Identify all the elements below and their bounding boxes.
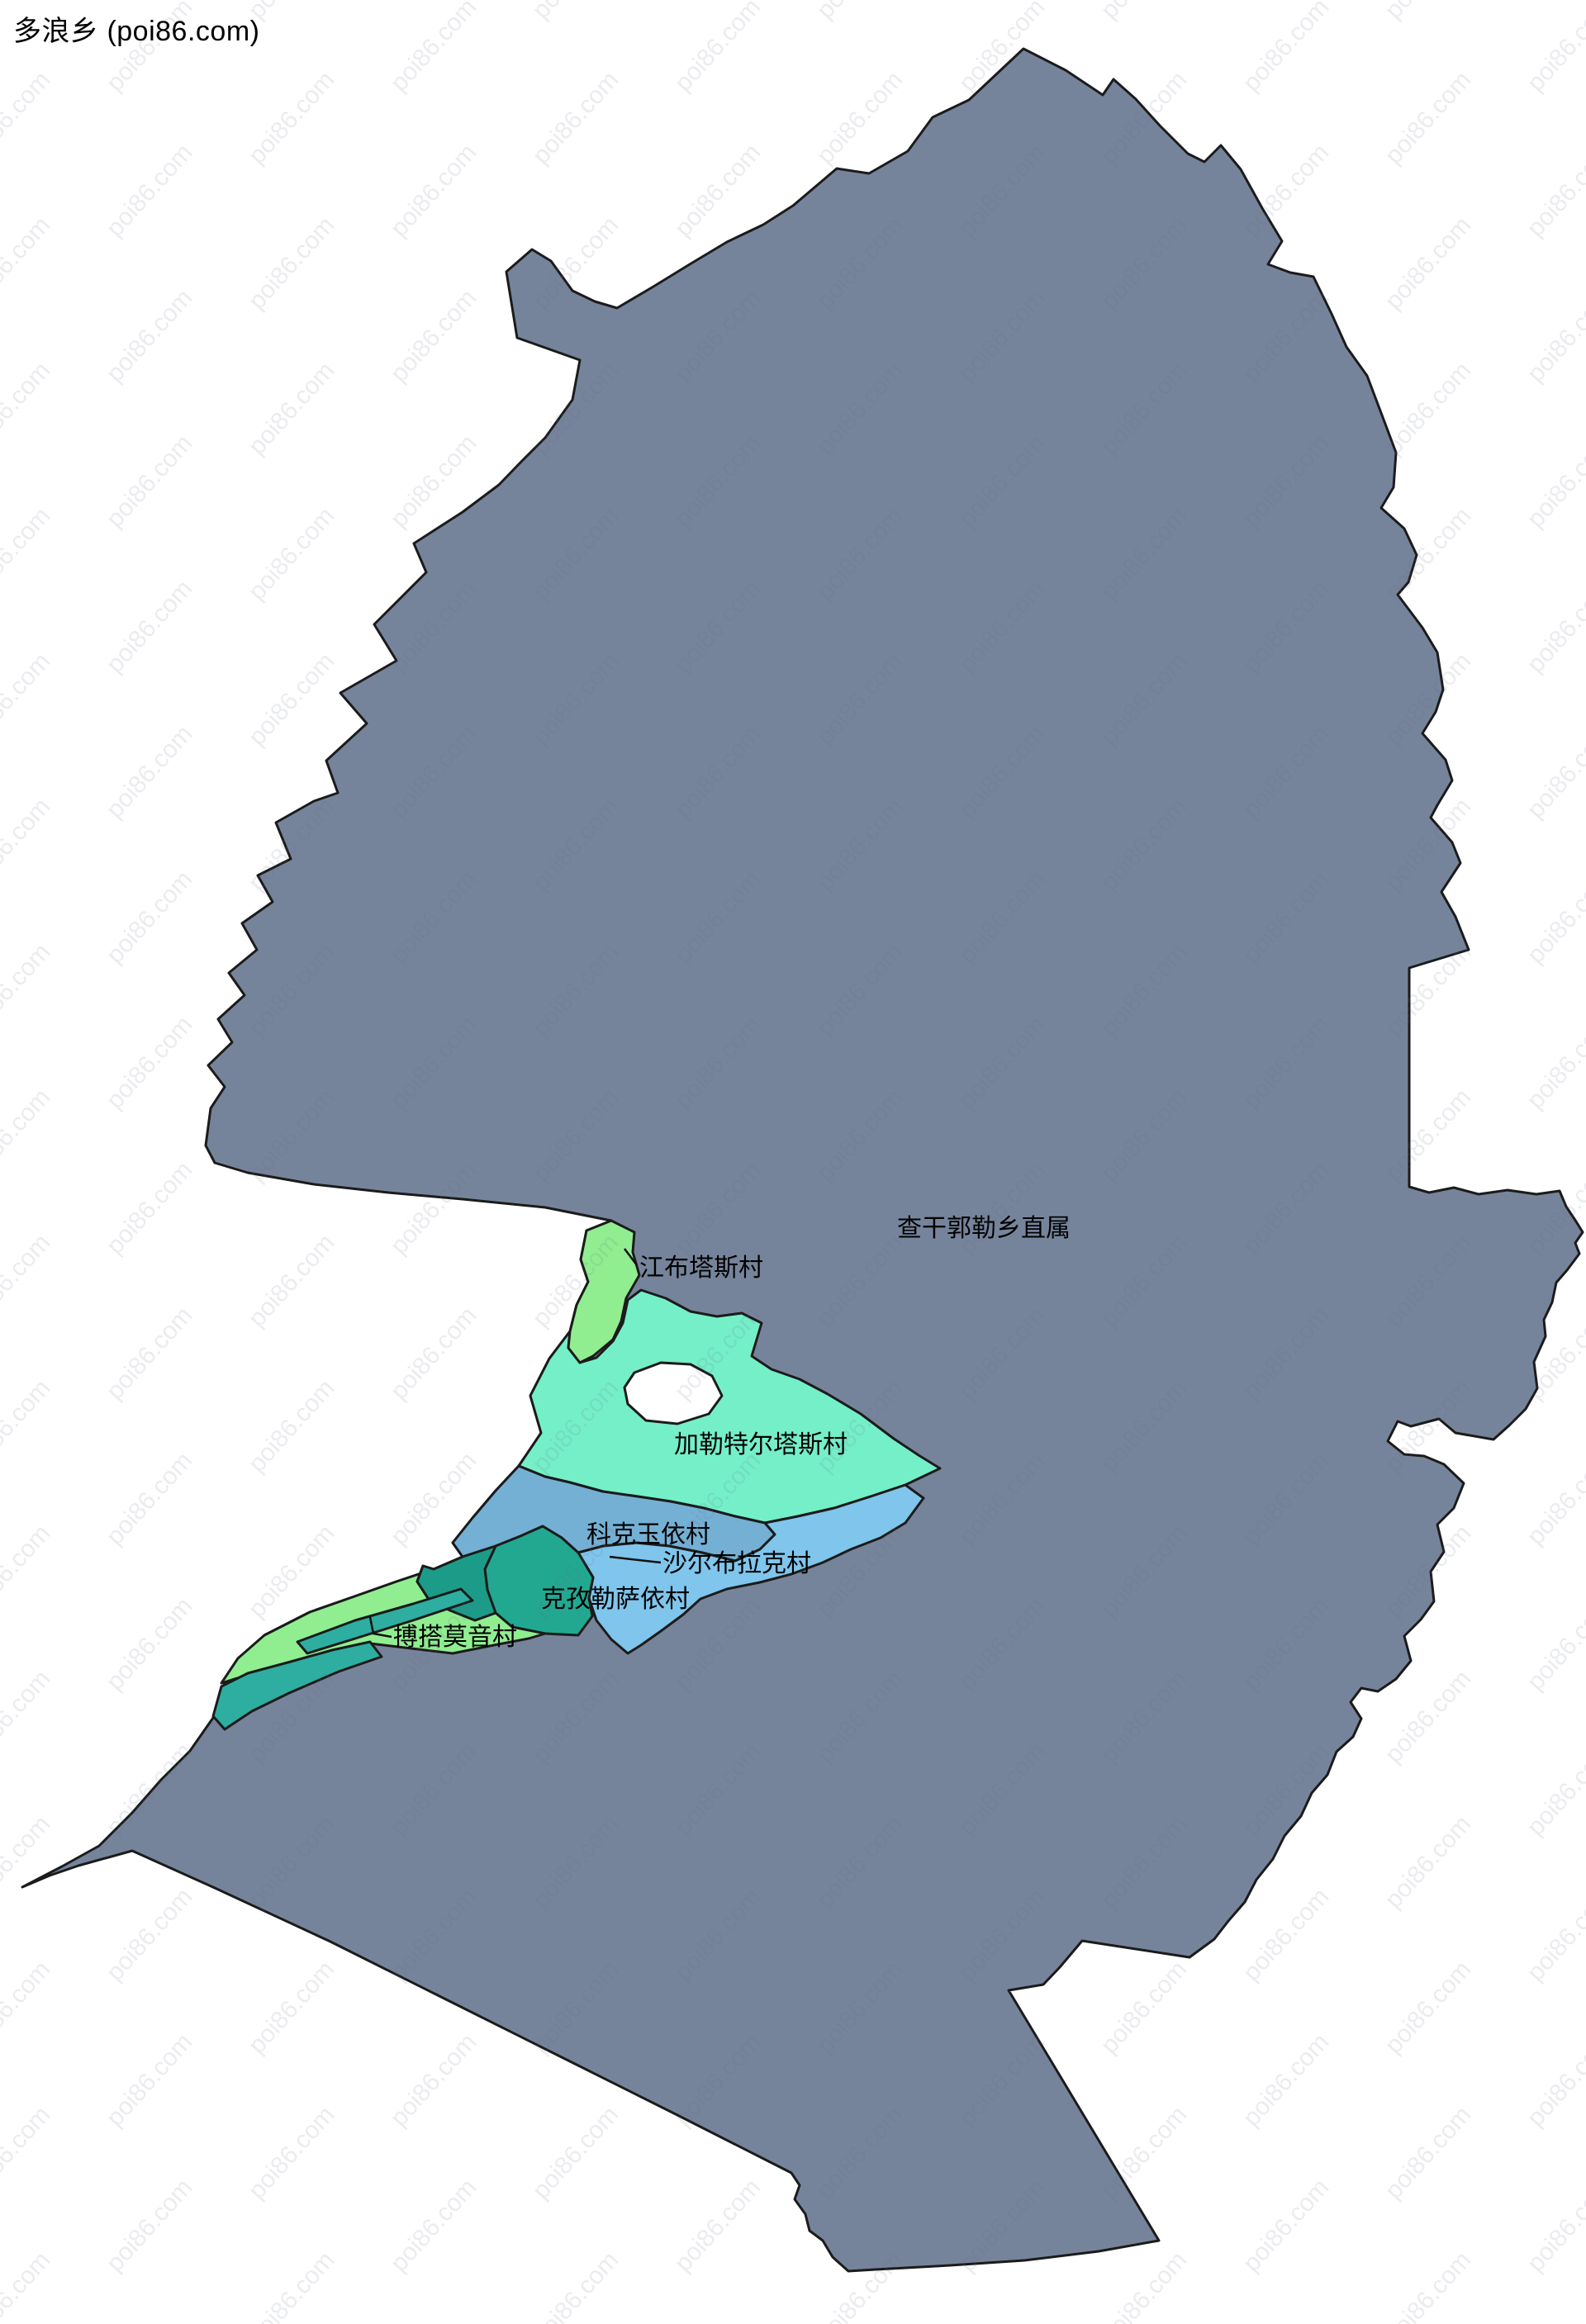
label-kekeyuyi: 科克玉依村 [586,1521,710,1549]
label-botamoyin: 搏搭莫音村 [393,1624,517,1651]
label-shaerbulake: 沙尔布拉克村 [662,1550,811,1577]
region-shaerbulake [577,1483,925,1655]
region-teal-strip-southwest [211,1640,383,1731]
leader-line-jiangbutasi [624,1248,638,1266]
page-title: 多浪乡 (poi86.com) [13,16,260,47]
region-white-hole [623,1361,724,1425]
leader-line-botamoyin [368,1616,392,1639]
leader-line-shaerbulake [609,1555,662,1564]
label-jiangbutasi: 江布塔斯村 [639,1254,763,1282]
region-teal-strip-diagonal [296,1587,474,1655]
label-jialeteertasi: 加勒特尔塔斯村 [674,1431,848,1458]
region-main-township [21,47,1584,2273]
label-main-township: 查干郭勒乡直属 [897,1215,1071,1242]
label-kezilesayi: 克孜勒萨依村 [541,1586,690,1613]
